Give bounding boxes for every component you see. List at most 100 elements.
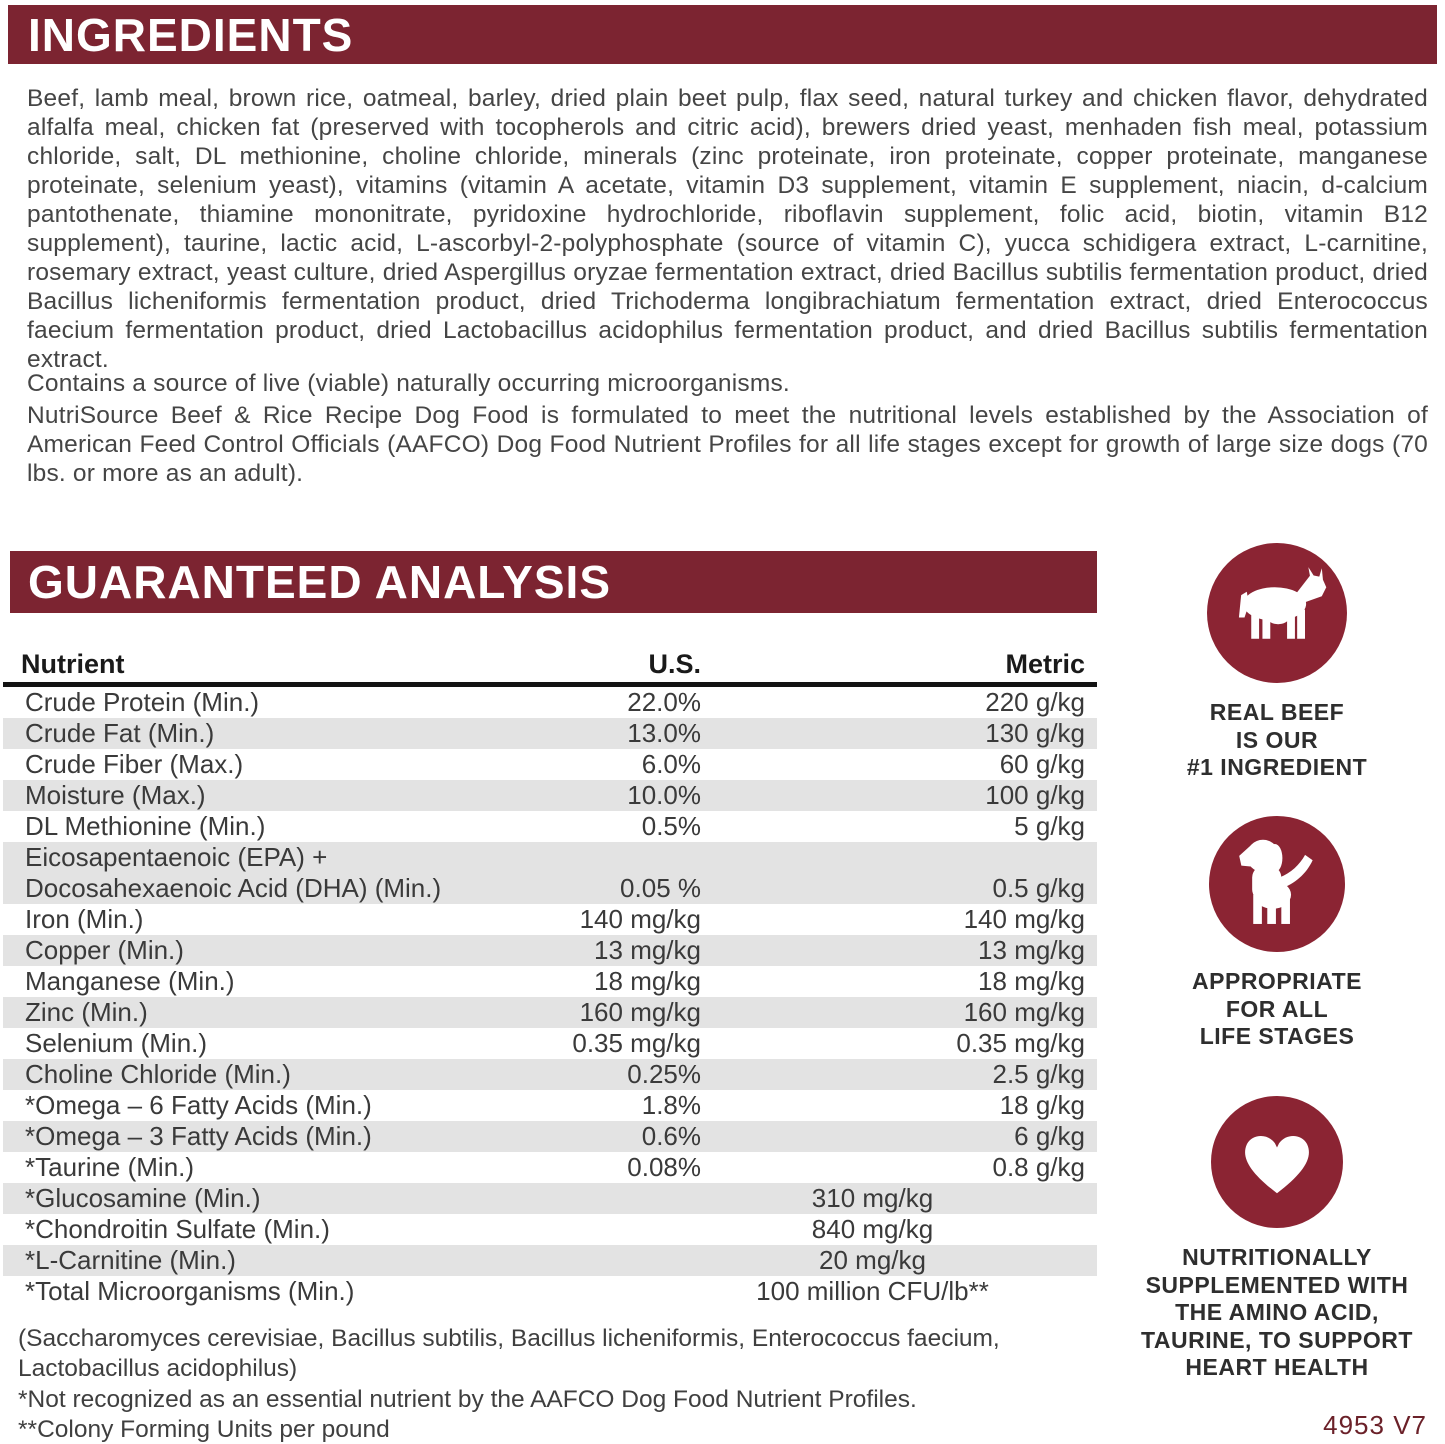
- metric-value-cell: 6 g/kg: [701, 1121, 1085, 1152]
- col-header-nutrient: Nutrient: [3, 649, 545, 680]
- footnote-cfu: **Colony Forming Units per pound: [18, 1415, 1068, 1444]
- nutrient-line-2: Docosahexaenoic Acid (DHA) (Min.): [25, 873, 545, 904]
- metric-value-cell: 0.35 mg/kg: [701, 1028, 1085, 1059]
- table-row-manganese: Manganese (Min.) 18 mg/kg 18 mg/kg: [3, 966, 1097, 997]
- ingredients-header-bar: INGREDIENTS: [8, 5, 1437, 64]
- badge-caption-line: TAURINE, TO SUPPORT: [1141, 1327, 1413, 1355]
- badge-caption-line: THE AMINO ACID,: [1141, 1299, 1413, 1327]
- nutrient-cell: Zinc (Min.): [3, 997, 545, 1028]
- badge-caption-line: #1 INGREDIENT: [1187, 754, 1367, 782]
- table-row-chondroitin: *Chondroitin Sulfate (Min.) 840 mg/kg: [3, 1214, 1097, 1245]
- table-row-crude-protein: Crude Protein (Min.) 22.0% 220 g/kg: [3, 687, 1097, 718]
- metric-value-cell: 18 mg/kg: [701, 966, 1085, 997]
- table-row-omega6: *Omega – 6 Fatty Acids (Min.) 1.8% 18 g/…: [3, 1090, 1097, 1121]
- nutrient-cell: Iron (Min.): [3, 904, 545, 935]
- us-value-cell: 1.8%: [545, 1090, 701, 1121]
- badge-caption-line: HEART HEALTH: [1141, 1354, 1413, 1382]
- heart-icon: [1211, 1096, 1343, 1228]
- nutrient-cell: *Total Microorganisms (Min.): [3, 1276, 660, 1307]
- us-value-cell: 22.0%: [545, 687, 701, 718]
- badge-caption-line: SUPPLEMENTED WITH: [1141, 1272, 1413, 1300]
- nutrient-cell: *Omega – 6 Fatty Acids (Min.): [3, 1090, 545, 1121]
- guaranteed-analysis-title: GUARANTEED ANALYSIS: [28, 555, 611, 609]
- table-row-copper: Copper (Min.) 13 mg/kg 13 mg/kg: [3, 935, 1097, 966]
- nutrient-cell: Choline Chloride (Min.): [3, 1059, 545, 1090]
- us-value-cell: 18 mg/kg: [545, 966, 701, 997]
- nutrient-cell: Manganese (Min.): [3, 966, 545, 997]
- nutrient-cell: *Omega – 3 Fatty Acids (Min.): [3, 1121, 545, 1152]
- metric-value-cell: 18 g/kg: [701, 1090, 1085, 1121]
- us-value-cell: 0.35 mg/kg: [545, 1028, 701, 1059]
- footnote-not-recognized: *Not recognized as an essential nutrient…: [18, 1385, 1068, 1415]
- us-value-cell: 6.0%: [545, 749, 701, 780]
- metric-value-cell: 2.5 g/kg: [701, 1059, 1085, 1090]
- metric-value-cell: 220 g/kg: [701, 687, 1085, 718]
- contains-microorganisms-note: Contains a source of live (viable) natur…: [27, 369, 1428, 398]
- metric-value-cell: 60 g/kg: [701, 749, 1085, 780]
- metric-value-cell: 0.5 g/kg: [701, 873, 1085, 904]
- table-row-iron: Iron (Min.) 140 mg/kg 140 mg/kg: [3, 904, 1097, 935]
- footnotes: (Saccharomyces cerevisiae, Bacillus subt…: [18, 1324, 1068, 1444]
- badge-caption-line: LIFE STAGES: [1192, 1023, 1362, 1051]
- badge-caption: NUTRITIONALLY SUPPLEMENTED WITH THE AMIN…: [1141, 1244, 1413, 1382]
- nutrient-cell: DL Methionine (Min.): [3, 811, 545, 842]
- ingredients-paragraph: Beef, lamb meal, brown rice, oatmeal, ba…: [27, 84, 1428, 374]
- table-header-row: Nutrient U.S. Metric: [3, 650, 1097, 687]
- col-header-us: U.S.: [545, 649, 701, 680]
- metric-value-cell: 100 g/kg: [701, 780, 1085, 811]
- cow-icon: [1207, 543, 1347, 683]
- nutrient-cell: Selenium (Min.): [3, 1028, 545, 1059]
- nutrient-cell: Moisture (Max.): [3, 780, 545, 811]
- us-value-cell: 0.5%: [545, 811, 701, 842]
- us-value-cell: 140 mg/kg: [545, 904, 701, 935]
- metric-value-cell: 13 mg/kg: [701, 935, 1085, 966]
- metric-value-cell: 130 g/kg: [701, 718, 1085, 749]
- table-row-dl-methionine: DL Methionine (Min.) 0.5% 5 g/kg: [3, 811, 1097, 842]
- us-value-cell: 160 mg/kg: [545, 997, 701, 1028]
- combined-value-cell: 310 mg/kg: [660, 1183, 1085, 1214]
- us-value-cell: 13 mg/kg: [545, 935, 701, 966]
- us-value-cell: 0.05 %: [545, 873, 701, 904]
- nutrient-cell: *Glucosamine (Min.): [3, 1183, 660, 1214]
- badge-real-beef: REAL BEEF IS OUR #1 INGREDIENT: [1125, 543, 1429, 782]
- nutrient-cell: Copper (Min.): [3, 935, 545, 966]
- nutrient-line-1: Eicosapentaenoic (EPA) +: [25, 842, 545, 873]
- table-row-moisture: Moisture (Max.) 10.0% 100 g/kg: [3, 780, 1097, 811]
- guaranteed-analysis-table: Nutrient U.S. Metric Crude Protein (Min.…: [3, 650, 1097, 1307]
- table-row-crude-fat: Crude Fat (Min.) 13.0% 130 g/kg: [3, 718, 1097, 749]
- combined-value-cell: 20 mg/kg: [660, 1245, 1085, 1276]
- us-value-cell: 0.08%: [545, 1152, 701, 1183]
- nutrient-cell: Eicosapentaenoic (EPA) + Docosahexaenoic…: [3, 842, 545, 904]
- combined-value-cell: 100 million CFU/lb**: [660, 1276, 1085, 1307]
- badge-all-life-stages: APPROPRIATE FOR ALL LIFE STAGES: [1125, 816, 1429, 1051]
- badge-heart-health: NUTRITIONALLY SUPPLEMENTED WITH THE AMIN…: [1125, 1096, 1429, 1382]
- us-value-cell: 0.25%: [545, 1059, 701, 1090]
- metric-value-cell: 160 mg/kg: [701, 997, 1085, 1028]
- table-row-zinc: Zinc (Min.) 160 mg/kg 160 mg/kg: [3, 997, 1097, 1028]
- table-row-omega3: *Omega – 3 Fatty Acids (Min.) 0.6% 6 g/k…: [3, 1121, 1097, 1152]
- table-row-selenium: Selenium (Min.) 0.35 mg/kg 0.35 mg/kg: [3, 1028, 1097, 1059]
- badge-caption-line: APPROPRIATE: [1192, 968, 1362, 996]
- combined-value-cell: 840 mg/kg: [660, 1214, 1085, 1245]
- table-row-l-carnitine: *L-Carnitine (Min.) 20 mg/kg: [3, 1245, 1097, 1276]
- metric-value-cell: 5 g/kg: [701, 811, 1085, 842]
- table-row-glucosamine: *Glucosamine (Min.) 310 mg/kg: [3, 1183, 1097, 1214]
- col-header-metric: Metric: [701, 649, 1085, 680]
- table-row-choline-chloride: Choline Chloride (Min.) 0.25% 2.5 g/kg: [3, 1059, 1097, 1090]
- us-value-cell: 10.0%: [545, 780, 701, 811]
- aafco-statement: NutriSource Beef & Rice Recipe Dog Food …: [27, 401, 1428, 488]
- nutrient-cell: Crude Fat (Min.): [3, 718, 545, 749]
- badge-caption-line: FOR ALL: [1192, 996, 1362, 1024]
- badge-caption-line: REAL BEEF: [1187, 699, 1367, 727]
- label-version-code: 4953 V7: [1323, 1410, 1427, 1441]
- table-row-total-microorganisms: *Total Microorganisms (Min.) 100 million…: [3, 1276, 1097, 1307]
- metric-value-cell: 0.8 g/kg: [701, 1152, 1085, 1183]
- nutrient-cell: Crude Protein (Min.): [3, 687, 545, 718]
- puppy-icon: [1209, 816, 1345, 952]
- nutrient-cell: *Chondroitin Sulfate (Min.): [3, 1214, 660, 1245]
- nutrient-cell: *L-Carnitine (Min.): [3, 1245, 660, 1276]
- badge-caption: APPROPRIATE FOR ALL LIFE STAGES: [1192, 968, 1362, 1051]
- guaranteed-analysis-header-bar: GUARANTEED ANALYSIS: [10, 551, 1097, 613]
- us-value-cell: 13.0%: [545, 718, 701, 749]
- nutrient-cell: Crude Fiber (Max.): [3, 749, 545, 780]
